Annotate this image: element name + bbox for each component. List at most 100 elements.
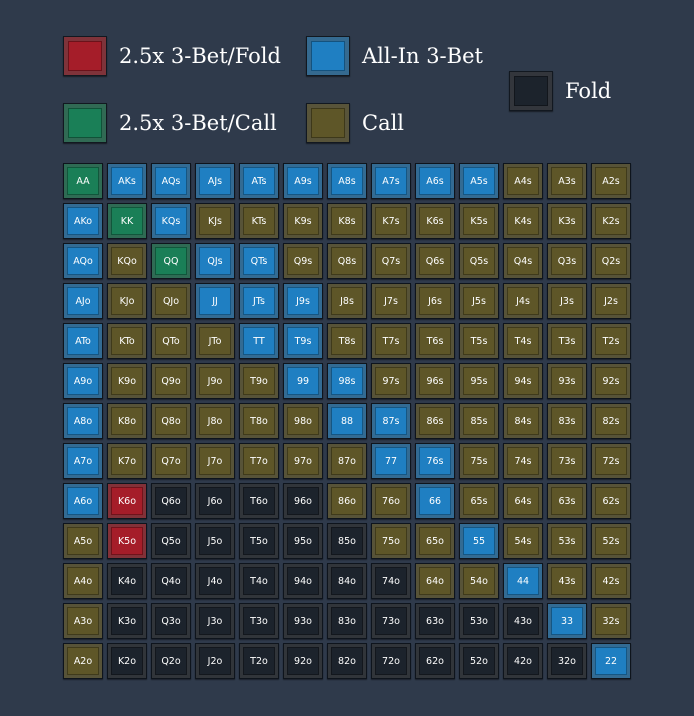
- hand-cell-q8o[interactable]: Q8o: [151, 403, 191, 439]
- hand-cell-t2s[interactable]: T2s: [591, 323, 631, 359]
- hand-cell-q7s[interactable]: Q7s: [371, 243, 411, 279]
- hand-cell-t9s[interactable]: T9s: [283, 323, 323, 359]
- hand-cell-j6s[interactable]: J6s: [415, 283, 455, 319]
- hand-cell-k9o[interactable]: K9o: [107, 363, 147, 399]
- hand-cell-32o[interactable]: 32o: [547, 643, 587, 679]
- hand-cell-t9o[interactable]: T9o: [239, 363, 279, 399]
- hand-cell-99[interactable]: 99: [283, 363, 323, 399]
- hand-cell-a2o[interactable]: A2o: [63, 643, 103, 679]
- hand-cell-93o[interactable]: 93o: [283, 603, 323, 639]
- hand-cell-73o[interactable]: 73o: [371, 603, 411, 639]
- hand-cell-q9s[interactable]: Q9s: [283, 243, 323, 279]
- hand-cell-q6s[interactable]: Q6s: [415, 243, 455, 279]
- hand-cell-j3s[interactable]: J3s: [547, 283, 587, 319]
- hand-cell-kqo[interactable]: KQo: [107, 243, 147, 279]
- hand-cell-t5s[interactable]: T5s: [459, 323, 499, 359]
- hand-cell-77[interactable]: 77: [371, 443, 411, 479]
- hand-cell-q9o[interactable]: Q9o: [151, 363, 191, 399]
- hand-cell-q5o[interactable]: Q5o: [151, 523, 191, 559]
- hand-cell-k6s[interactable]: K6s: [415, 203, 455, 239]
- hand-cell-q4o[interactable]: Q4o: [151, 563, 191, 599]
- hand-cell-43o[interactable]: 43o: [503, 603, 543, 639]
- hand-cell-64o[interactable]: 64o: [415, 563, 455, 599]
- hand-cell-97s[interactable]: 97s: [371, 363, 411, 399]
- hand-cell-kqs[interactable]: KQs: [151, 203, 191, 239]
- hand-cell-jts[interactable]: JTs: [239, 283, 279, 319]
- hand-cell-86o[interactable]: 86o: [327, 483, 367, 519]
- hand-cell-kjo[interactable]: KJo: [107, 283, 147, 319]
- hand-cell-22[interactable]: 22: [591, 643, 631, 679]
- hand-cell-63s[interactable]: 63s: [547, 483, 587, 519]
- hand-cell-a6s[interactable]: A6s: [415, 163, 455, 199]
- hand-cell-k2s[interactable]: K2s: [591, 203, 631, 239]
- hand-cell-t7s[interactable]: T7s: [371, 323, 411, 359]
- hand-cell-a3s[interactable]: A3s: [547, 163, 587, 199]
- hand-cell-95o[interactable]: 95o: [283, 523, 323, 559]
- hand-cell-j3o[interactable]: J3o: [195, 603, 235, 639]
- hand-cell-96s[interactable]: 96s: [415, 363, 455, 399]
- hand-cell-k8s[interactable]: K8s: [327, 203, 367, 239]
- hand-cell-53o[interactable]: 53o: [459, 603, 499, 639]
- hand-cell-65s[interactable]: 65s: [459, 483, 499, 519]
- hand-cell-74o[interactable]: 74o: [371, 563, 411, 599]
- hand-cell-j2o[interactable]: J2o: [195, 643, 235, 679]
- hand-cell-t6o[interactable]: T6o: [239, 483, 279, 519]
- hand-cell-44[interactable]: 44: [503, 563, 543, 599]
- hand-cell-jto[interactable]: JTo: [195, 323, 235, 359]
- hand-cell-62s[interactable]: 62s: [591, 483, 631, 519]
- hand-cell-q4s[interactable]: Q4s: [503, 243, 543, 279]
- hand-cell-j7o[interactable]: J7o: [195, 443, 235, 479]
- hand-cell-j8s[interactable]: J8s: [327, 283, 367, 319]
- hand-cell-qts[interactable]: QTs: [239, 243, 279, 279]
- hand-cell-tt[interactable]: TT: [239, 323, 279, 359]
- hand-cell-kk[interactable]: KK: [107, 203, 147, 239]
- hand-cell-k7o[interactable]: K7o: [107, 443, 147, 479]
- hand-cell-aa[interactable]: AA: [63, 163, 103, 199]
- hand-cell-t3s[interactable]: T3s: [547, 323, 587, 359]
- hand-cell-88[interactable]: 88: [327, 403, 367, 439]
- hand-cell-a3o[interactable]: A3o: [63, 603, 103, 639]
- hand-cell-92o[interactable]: 92o: [283, 643, 323, 679]
- hand-cell-a5s[interactable]: A5s: [459, 163, 499, 199]
- hand-cell-t5o[interactable]: T5o: [239, 523, 279, 559]
- hand-cell-j5s[interactable]: J5s: [459, 283, 499, 319]
- hand-cell-65o[interactable]: 65o: [415, 523, 455, 559]
- hand-cell-j4o[interactable]: J4o: [195, 563, 235, 599]
- hand-cell-a7o[interactable]: A7o: [63, 443, 103, 479]
- hand-cell-82s[interactable]: 82s: [591, 403, 631, 439]
- hand-cell-76s[interactable]: 76s: [415, 443, 455, 479]
- hand-cell-j7s[interactable]: J7s: [371, 283, 411, 319]
- hand-cell-86s[interactable]: 86s: [415, 403, 455, 439]
- hand-cell-55[interactable]: 55: [459, 523, 499, 559]
- hand-cell-54s[interactable]: 54s: [503, 523, 543, 559]
- hand-cell-32s[interactable]: 32s: [591, 603, 631, 639]
- hand-cell-t2o[interactable]: T2o: [239, 643, 279, 679]
- hand-cell-75s[interactable]: 75s: [459, 443, 499, 479]
- hand-cell-a9s[interactable]: A9s: [283, 163, 323, 199]
- hand-cell-43s[interactable]: 43s: [547, 563, 587, 599]
- hand-cell-64s[interactable]: 64s: [503, 483, 543, 519]
- hand-cell-96o[interactable]: 96o: [283, 483, 323, 519]
- hand-cell-q3s[interactable]: Q3s: [547, 243, 587, 279]
- hand-cell-a8s[interactable]: A8s: [327, 163, 367, 199]
- hand-cell-qjo[interactable]: QJo: [151, 283, 191, 319]
- hand-cell-q3o[interactable]: Q3o: [151, 603, 191, 639]
- hand-cell-ato[interactable]: ATo: [63, 323, 103, 359]
- hand-cell-t4o[interactable]: T4o: [239, 563, 279, 599]
- hand-cell-qq[interactable]: QQ: [151, 243, 191, 279]
- hand-cell-t8o[interactable]: T8o: [239, 403, 279, 439]
- hand-cell-63o[interactable]: 63o: [415, 603, 455, 639]
- hand-cell-42o[interactable]: 42o: [503, 643, 543, 679]
- hand-cell-ajs[interactable]: AJs: [195, 163, 235, 199]
- hand-cell-52s[interactable]: 52s: [591, 523, 631, 559]
- hand-cell-j5o[interactable]: J5o: [195, 523, 235, 559]
- hand-cell-a8o[interactable]: A8o: [63, 403, 103, 439]
- hand-cell-74s[interactable]: 74s: [503, 443, 543, 479]
- hand-cell-62o[interactable]: 62o: [415, 643, 455, 679]
- hand-cell-95s[interactable]: 95s: [459, 363, 499, 399]
- hand-cell-qto[interactable]: QTo: [151, 323, 191, 359]
- hand-cell-ajo[interactable]: AJo: [63, 283, 103, 319]
- hand-cell-73s[interactable]: 73s: [547, 443, 587, 479]
- hand-cell-aks[interactable]: AKs: [107, 163, 147, 199]
- hand-cell-53s[interactable]: 53s: [547, 523, 587, 559]
